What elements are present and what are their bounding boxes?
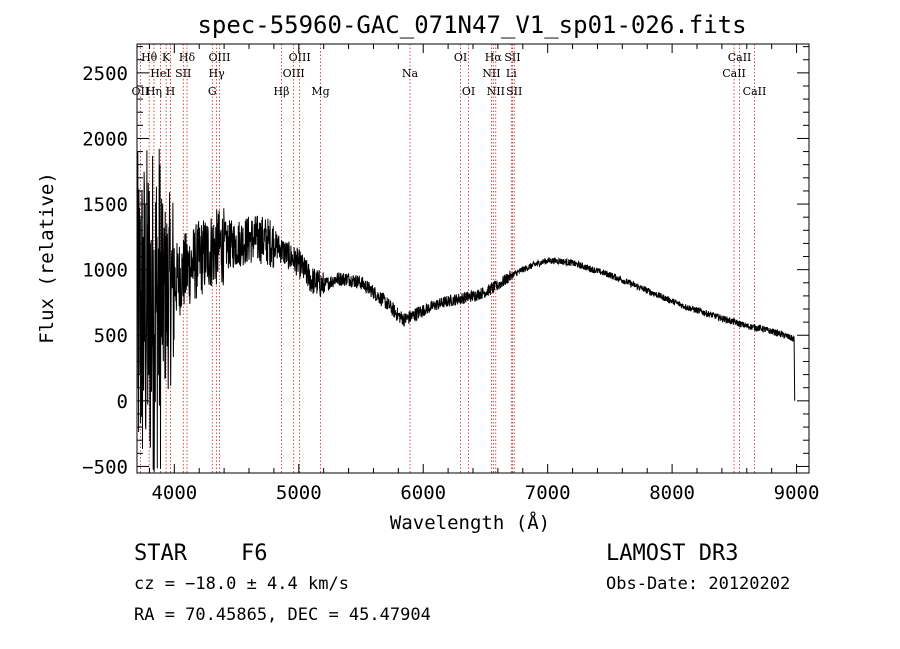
spectral-line-label: SII — [506, 85, 522, 98]
spectrum-line — [136, 148, 796, 472]
redshift-info: cz = −18.0 ± 4.4 km/s — [134, 574, 349, 594]
spectral-line-label: OIII — [289, 51, 311, 64]
spectral-line-label: OI — [454, 51, 467, 64]
spectral-line-label: NII — [487, 85, 505, 98]
spectral-line-label: K — [162, 51, 171, 64]
x-axis-label: Wavelength (Å) — [390, 511, 550, 534]
spectral-line-label: H — [166, 85, 176, 98]
spectral-line-label: Hα — [485, 51, 503, 64]
object-subclass: F6 — [241, 541, 268, 566]
coordinates-info: RA = 70.45865, DEC = 45.47904 — [134, 605, 431, 625]
y-tick-label: 2500 — [82, 63, 128, 85]
spectral-line-label: Hη — [146, 85, 162, 98]
spectral-line-label: OIII — [208, 51, 230, 64]
y-tick-label: −500 — [82, 456, 128, 478]
spectral-line-label: Hθ — [141, 51, 158, 64]
spectral-line-label: Hβ — [274, 85, 290, 98]
y-tick-label: 500 — [94, 325, 128, 347]
spectral-line-label: CaII — [722, 67, 746, 80]
spectral-line-label: OIII — [283, 67, 305, 80]
object-class: STAR — [134, 541, 188, 566]
observation-date: Obs-Date: 20120202 — [606, 574, 790, 594]
spectral-line-label: OII — [132, 85, 150, 98]
spectral-line-label: SII — [504, 51, 520, 64]
chart-title: spec-55960-GAC_071N47_V1_sp01-026.fits — [197, 11, 746, 39]
spectral-line-label: CaII — [728, 51, 752, 64]
spectral-line-label: Na — [402, 67, 419, 80]
spectral-line-label: HeI — [150, 67, 170, 80]
spectral-line-label: NII — [482, 67, 500, 80]
y-tick-label: 1000 — [82, 260, 128, 282]
spectral-line-label: Hδ — [179, 51, 196, 64]
spectral-line-label: G — [208, 85, 217, 98]
spectral-line-label: Li — [506, 67, 517, 80]
x-tick-label: 6000 — [400, 482, 446, 504]
y-tick-label: 1500 — [82, 194, 128, 216]
y-tick-label: 2000 — [82, 128, 128, 150]
spectral-line-label: CaII — [743, 85, 767, 98]
survey-name: LAMOST DR3 — [606, 541, 738, 566]
x-tick-label: 7000 — [525, 482, 571, 504]
spectral-line-label: SII — [175, 67, 191, 80]
y-axis-label: Flux (relative) — [36, 172, 58, 344]
x-tick-label: 9000 — [774, 482, 820, 504]
y-tick-label: 0 — [117, 391, 128, 413]
spectral-line-label: OI — [462, 85, 475, 98]
x-tick-label: 4000 — [151, 482, 197, 504]
spectral-line-label: Mg — [311, 85, 329, 98]
x-tick-label: 5000 — [276, 482, 322, 504]
spectral-line-label: Hγ — [209, 67, 226, 80]
x-tick-label: 8000 — [649, 482, 695, 504]
